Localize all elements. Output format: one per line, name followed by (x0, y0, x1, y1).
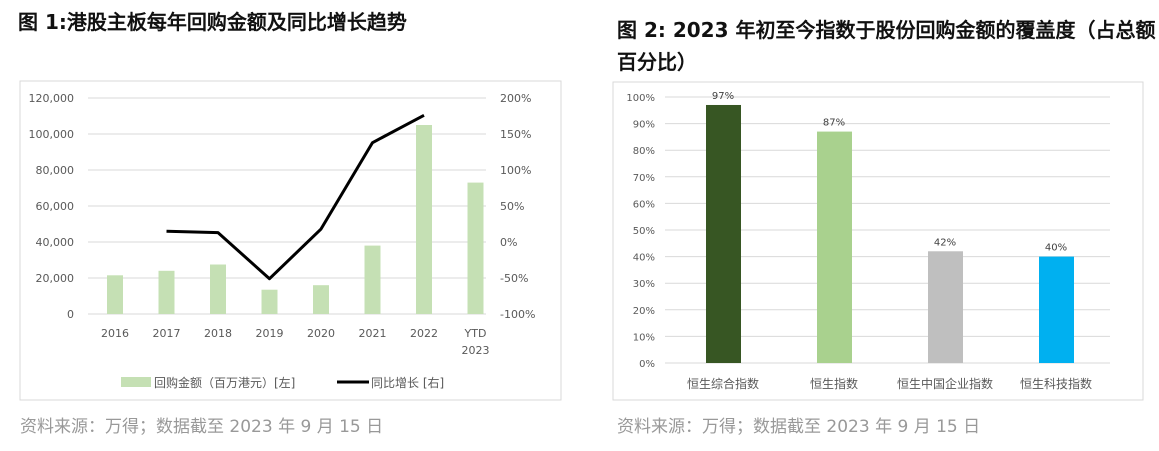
x-tick-label: 2023 (462, 344, 490, 357)
y-tick: 80% (633, 146, 655, 157)
y-tick: 50% (633, 226, 655, 237)
bar (313, 285, 329, 314)
x-tick-label: 2016 (101, 327, 129, 340)
legend-bar-label: 回购金额（百万港元）[左] (154, 375, 295, 390)
left-y-tick: 100,000 (29, 128, 75, 141)
x-tick-label: YTD (464, 327, 487, 340)
left-y-tick: 0 (67, 308, 74, 321)
right-y-tick: 50% (500, 200, 524, 213)
right-source: 资料来源：万得；数据截至 2023 年 9 月 15 日 (617, 417, 981, 437)
legend-line-label: 同比增长 [右] (371, 375, 444, 390)
right-y-tick: -50% (500, 272, 528, 285)
x-tick-label: 2020 (307, 327, 335, 340)
bar (107, 275, 123, 314)
y-tick: 10% (633, 332, 655, 343)
bar (817, 131, 852, 363)
bar (1039, 256, 1074, 363)
y-tick: 70% (633, 173, 655, 184)
right-chart-title: 图 2: 2023 年初至今指数于股份回购金额的覆盖度（占总额百分比） (617, 18, 1156, 74)
bar (364, 245, 381, 314)
left-y-tick: 20,000 (36, 272, 75, 285)
x-tick-label: 恒生指数 (810, 376, 858, 391)
x-tick-label: 2018 (204, 327, 232, 340)
legend-bar-swatch (121, 377, 151, 387)
bar (210, 264, 226, 314)
data-label: 97% (712, 91, 734, 102)
left-y-tick: 80,000 (36, 164, 75, 177)
left-y-tick: 40,000 (36, 236, 75, 249)
bar (261, 289, 278, 314)
x-tick-label: 恒生中国企业指数 (897, 376, 993, 391)
right-y-tick: -100% (500, 308, 535, 321)
x-tick-label: 2019 (256, 327, 284, 340)
data-label: 42% (934, 237, 956, 248)
x-tick-label: 2022 (410, 327, 438, 340)
y-tick: 20% (633, 306, 655, 317)
right-y-tick: 100% (500, 164, 531, 177)
left-chart-frame (19, 80, 562, 401)
y-tick: 90% (633, 120, 655, 131)
right-chart-frame (612, 81, 1144, 401)
bar (416, 125, 432, 314)
left-source: 资料来源：万得；数据截至 2023 年 9 月 15 日 (20, 417, 384, 437)
x-tick-label: 2021 (359, 327, 387, 340)
left-y-tick: 120,000 (29, 92, 75, 105)
left-y-tick: 60,000 (36, 200, 75, 213)
x-tick-label: 2017 (153, 327, 181, 340)
bar (706, 104, 741, 363)
growth-line (166, 113, 425, 281)
left-chart-title: 图 1:港股主板每年回购金额及同比增长趋势 (18, 10, 407, 34)
y-tick: 0% (639, 359, 655, 370)
x-tick-label: 恒生综合指数 (687, 376, 759, 391)
y-tick: 100% (626, 93, 655, 104)
y-tick: 40% (633, 253, 655, 264)
y-tick: 30% (633, 279, 655, 290)
right-y-tick: 200% (500, 92, 531, 105)
right-y-tick: 150% (500, 128, 531, 141)
data-label: 40% (1045, 243, 1067, 254)
y-tick: 60% (633, 199, 655, 210)
bar (467, 182, 484, 314)
bar (928, 251, 963, 363)
x-tick-label: 恒生科技指数 (1020, 376, 1092, 391)
bar (158, 270, 175, 314)
right-y-tick: 0% (500, 236, 517, 249)
data-label: 87% (823, 118, 845, 129)
